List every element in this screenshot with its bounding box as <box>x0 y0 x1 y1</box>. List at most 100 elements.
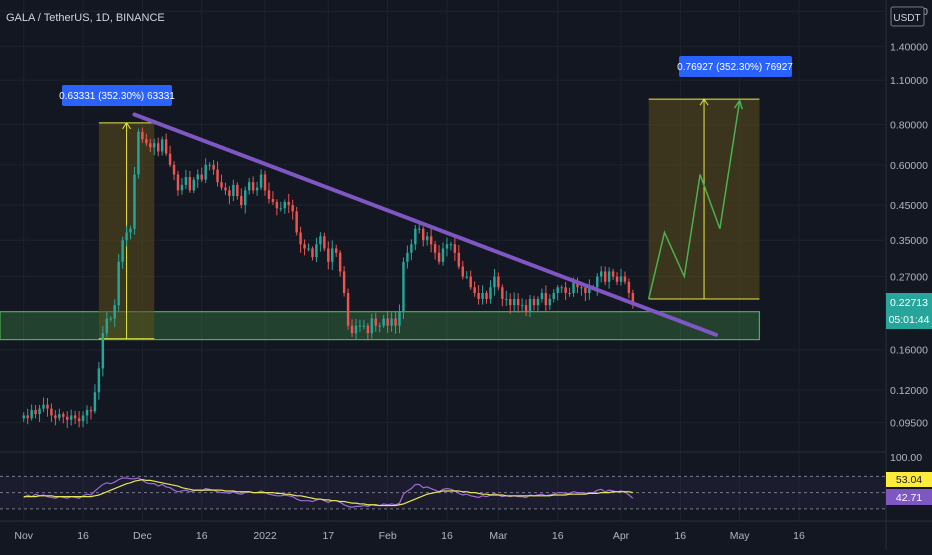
candle-body <box>54 415 57 419</box>
annotation-lines <box>132 98 744 337</box>
candle-body <box>433 244 437 253</box>
candle-body <box>153 143 156 148</box>
candle-body <box>366 325 370 334</box>
candle-body <box>323 236 326 249</box>
candle-body <box>552 293 555 299</box>
candle-body <box>192 179 196 191</box>
candle-body <box>481 293 484 299</box>
measure-label-right[interactable]: 0.76927 (352.30%) 76927 <box>677 56 793 77</box>
descending-trendline <box>132 112 718 337</box>
candle-body <box>516 298 520 306</box>
rsi-ma-value: 53.04 <box>896 474 922 486</box>
candle-body <box>46 404 49 409</box>
candle-body <box>315 244 318 258</box>
candle-body <box>501 287 504 299</box>
symbol-title: GALA / TetherUS, 1D, BINANCE <box>6 12 165 24</box>
candle-body <box>584 287 587 294</box>
candle-body <box>30 409 33 419</box>
rsi-ma-badge[interactable]: 53.04 <box>886 472 932 487</box>
candle-body <box>421 228 425 241</box>
time-tick-label: Mar <box>489 530 508 542</box>
candle-body <box>180 184 184 191</box>
candle-body <box>445 244 449 249</box>
candle-body <box>497 276 500 288</box>
candle-body <box>596 276 599 288</box>
candle-body <box>532 298 536 306</box>
candle-body <box>42 404 45 409</box>
time-tick-label: 16 <box>196 530 208 542</box>
candle-body <box>631 293 635 306</box>
candle-body <box>485 293 488 299</box>
candle-body <box>406 252 409 262</box>
candle-body <box>599 271 603 277</box>
rsi-current-value: 42.71 <box>896 492 922 504</box>
price-axis[interactable]: 1.800001.400001.100000.800000.600000.450… <box>890 6 928 429</box>
candle-body <box>38 408 41 415</box>
price-tick-label: 0.35000 <box>890 235 928 247</box>
candle-body <box>133 174 136 229</box>
candle-body <box>168 153 172 165</box>
candle-body <box>251 182 255 191</box>
price-tick-label: 0.45000 <box>890 200 928 212</box>
candle-body <box>414 228 417 245</box>
currency-button[interactable] <box>890 6 925 27</box>
candle-body <box>402 261 405 312</box>
candle-body <box>394 318 397 326</box>
candle-body <box>564 287 567 294</box>
candle-body <box>141 131 144 140</box>
candle-body <box>149 143 152 148</box>
candle-body <box>603 271 607 282</box>
time-tick-label: 16 <box>77 530 89 542</box>
candle-body <box>275 202 279 209</box>
candle-body <box>556 287 559 294</box>
time-tick-label: May <box>730 530 751 542</box>
candle-body <box>176 174 180 191</box>
rsi-value-badge[interactable]: 42.71 <box>886 489 932 505</box>
time-tick-label: 16 <box>441 530 453 542</box>
candle-body <box>66 416 69 420</box>
measure-label-left-text: 0.63331 (352.30%) 63331 <box>59 91 175 102</box>
time-axis[interactable]: Nov 16 Dec 16 2022 17 Feb 16 Mar 16 Apr 16 May 16 <box>14 530 805 542</box>
candle-body <box>548 298 552 306</box>
candle-body <box>26 415 29 419</box>
candle-body <box>346 293 350 326</box>
candle-body <box>493 276 496 288</box>
candle-body <box>540 293 544 299</box>
candle-body <box>89 409 93 412</box>
rsi-panel <box>0 475 886 510</box>
candle-body <box>342 271 346 294</box>
candle-body <box>137 131 140 175</box>
measure-label-left[interactable]: 0.63331 (352.30%) 63331 <box>59 85 175 106</box>
candle-body <box>236 184 239 197</box>
candle-body <box>204 164 207 180</box>
candle-body <box>105 318 109 334</box>
candle-body <box>382 318 385 326</box>
candle-body <box>58 414 61 419</box>
candle-body <box>473 287 476 294</box>
candle-body <box>255 187 259 191</box>
time-tick-label: Dec <box>133 530 152 542</box>
candle-body <box>331 248 334 262</box>
candle-body <box>465 276 468 278</box>
candle-body <box>619 276 623 282</box>
candle-body <box>200 174 203 180</box>
candle-body <box>544 293 548 306</box>
candle-body <box>378 325 381 327</box>
candle-body <box>212 164 215 170</box>
candle-body <box>81 415 85 422</box>
candle-body <box>457 252 461 267</box>
time-tick-label: 2022 <box>253 530 277 542</box>
current-price-badge[interactable]: 0.22713 05:01:44 <box>886 293 932 329</box>
candle-body <box>611 271 615 277</box>
candle-body <box>97 368 101 393</box>
time-tick-label: Nov <box>14 530 33 542</box>
rsi-band-fill <box>0 476 886 509</box>
candle-body <box>271 199 275 203</box>
rsi-ma-line <box>23 478 633 507</box>
candle-body <box>156 143 160 152</box>
candle-body <box>358 325 362 327</box>
candle-body <box>327 248 330 262</box>
rsi-top-label: 100.00 <box>890 452 922 464</box>
